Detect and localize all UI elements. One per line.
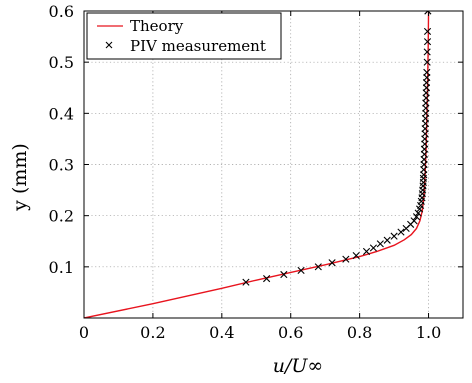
x-tick-label: 0	[79, 323, 89, 342]
piv-point	[376, 240, 384, 248]
piv-point	[422, 109, 430, 117]
series-layer	[84, 11, 432, 318]
piv-point	[242, 278, 250, 286]
piv-point	[314, 263, 322, 271]
piv-point	[397, 228, 405, 236]
piv-point	[421, 140, 429, 148]
piv-point	[422, 84, 431, 92]
x-tick-label: 0.6	[278, 323, 303, 342]
piv-point	[423, 48, 431, 56]
piv-point	[423, 58, 431, 66]
grid	[84, 11, 463, 318]
piv-point	[423, 38, 432, 46]
piv-point	[422, 94, 430, 102]
piv-point	[420, 150, 428, 158]
piv-point	[362, 247, 371, 256]
piv-point	[280, 270, 288, 279]
piv-point	[414, 209, 422, 217]
y-tick-label: 0.1	[49, 258, 74, 277]
legend-piv-label: PIV measurement	[130, 37, 266, 55]
piv-point	[421, 130, 429, 138]
legend-theory-label: Theory	[130, 17, 184, 35]
y-tick-label: 0.3	[49, 156, 74, 175]
piv-point	[424, 11, 432, 15]
y-tick-label: 0.4	[49, 104, 74, 123]
piv-point	[410, 217, 418, 225]
piv-point	[423, 68, 431, 76]
ticks: 0 0.2 0.4 0.6 0.8 1.0 0.1 0.2 0.3 0.4 0.5 0.6	[49, 2, 463, 342]
legend-box	[86, 12, 282, 60]
y-tick-label: 0.5	[49, 53, 74, 72]
piv-point	[297, 266, 305, 275]
piv-point	[420, 160, 428, 169]
y-tick-label: 0.2	[49, 207, 74, 226]
piv-point	[352, 251, 360, 260]
legend-piv-marker	[105, 41, 113, 49]
y-tick-label: 0.6	[49, 2, 74, 21]
piv-point	[420, 171, 428, 179]
piv-point	[412, 213, 421, 221]
legend: Theory PIV measurement	[86, 12, 282, 60]
piv-point	[390, 232, 398, 240]
y-axis-label: y (mm)	[9, 143, 31, 212]
x-tick-label: 0.2	[140, 323, 165, 342]
piv-point	[422, 104, 430, 112]
x-tick-label: 0.4	[209, 323, 234, 342]
piv-point	[423, 27, 432, 36]
x-axis-label: u/U∞	[273, 355, 323, 377]
piv-point	[383, 236, 391, 244]
piv-point	[423, 73, 431, 82]
piv-point	[263, 275, 271, 283]
x-tick-label: 0.8	[347, 323, 372, 342]
piv-point	[421, 119, 430, 128]
piv-point	[328, 259, 336, 267]
x-tick-label: 1.0	[416, 323, 441, 342]
piv-point	[342, 255, 350, 263]
piv-point	[369, 244, 378, 252]
